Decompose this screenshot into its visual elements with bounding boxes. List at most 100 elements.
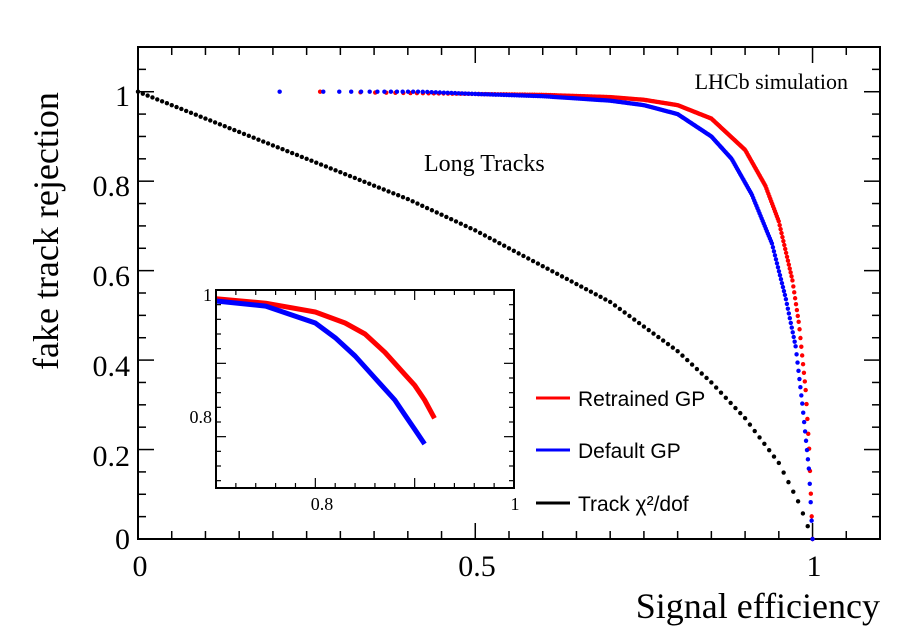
series-point [275,145,280,150]
series-point [511,248,517,254]
series-point [593,292,598,297]
series-point [786,262,792,267]
series-point [772,253,778,258]
experiment-label: LHCb simulation [695,69,848,94]
series-point [646,327,651,333]
series-point [469,91,475,97]
series-point [323,164,329,169]
series-point [777,273,783,278]
series-point [516,251,521,256]
series-point [367,89,372,94]
series-point [445,90,450,96]
series-point [781,470,786,475]
series-point [713,385,719,390]
series-point [789,274,794,279]
series-point [232,127,237,133]
series-point [800,511,806,516]
series-point [217,122,223,127]
series-point [321,89,326,94]
series-point [800,401,805,406]
series-point [718,390,724,395]
series-point [786,479,791,485]
series-point [795,360,800,365]
series-point [798,335,803,341]
series-point [723,395,729,400]
series-point [796,368,801,374]
series-point [792,290,797,295]
series-point [357,177,362,183]
series-point [265,141,271,146]
series-point [425,89,430,95]
series-point [809,518,814,523]
series-point [579,284,584,289]
series-point [665,341,671,347]
legend-label: Track χ²/dof [578,493,689,516]
series-point [807,481,812,486]
series-point [790,278,795,283]
series-point [787,266,792,271]
series-point [790,330,795,335]
series-point [294,152,300,158]
series-point [777,222,782,228]
series-point [444,214,449,220]
series-point [685,357,690,363]
series-point [699,371,704,376]
series-point [801,419,807,425]
series-point [424,205,430,211]
series-point [456,91,461,96]
series-point [420,203,425,208]
series-point [318,162,324,167]
series-point [780,284,786,290]
inset-x-tick-label: 0.8 [311,494,334,514]
series-point [212,120,218,125]
series-point [799,344,804,349]
series-point [277,89,282,94]
series-point [540,263,545,269]
series-point [805,416,810,422]
y-tick-label: 0.4 [93,350,131,383]
sample-label: Long Tracks [424,151,545,177]
series-point [251,135,256,140]
series-point [449,90,454,96]
series-point [784,301,790,307]
series-point [420,89,425,94]
series-point [809,514,814,519]
series-point [358,89,364,94]
series-point [347,173,353,179]
inset-series-line [215,298,427,446]
series-point [781,288,787,294]
series-point [463,91,468,96]
series-point [473,228,478,233]
series-point [501,243,507,248]
series-point [792,296,798,301]
series-point [784,254,790,260]
series-point [506,246,512,251]
series-point [280,147,285,152]
series-point [780,234,785,240]
y-tick-label: 0.8 [93,170,131,203]
series-point [795,499,801,504]
series-point [805,524,810,529]
series-point [452,90,458,96]
series-point [808,500,813,505]
series-point [145,93,150,98]
series-point [583,286,589,292]
series-point [791,334,796,340]
series-point [607,299,613,305]
inset-series-group [215,296,437,446]
series-point [448,217,454,222]
series-point [477,230,483,236]
series-point [535,261,541,266]
series-point [376,185,382,190]
series-point [482,233,488,238]
series-point [437,90,443,95]
series-point [463,223,468,229]
series-point [183,108,189,114]
series-point [241,131,247,137]
series-point [198,114,203,119]
series-point [792,339,797,344]
series-point [400,194,406,200]
series-point [799,393,804,398]
series-point [632,317,637,322]
series-point [651,331,656,336]
